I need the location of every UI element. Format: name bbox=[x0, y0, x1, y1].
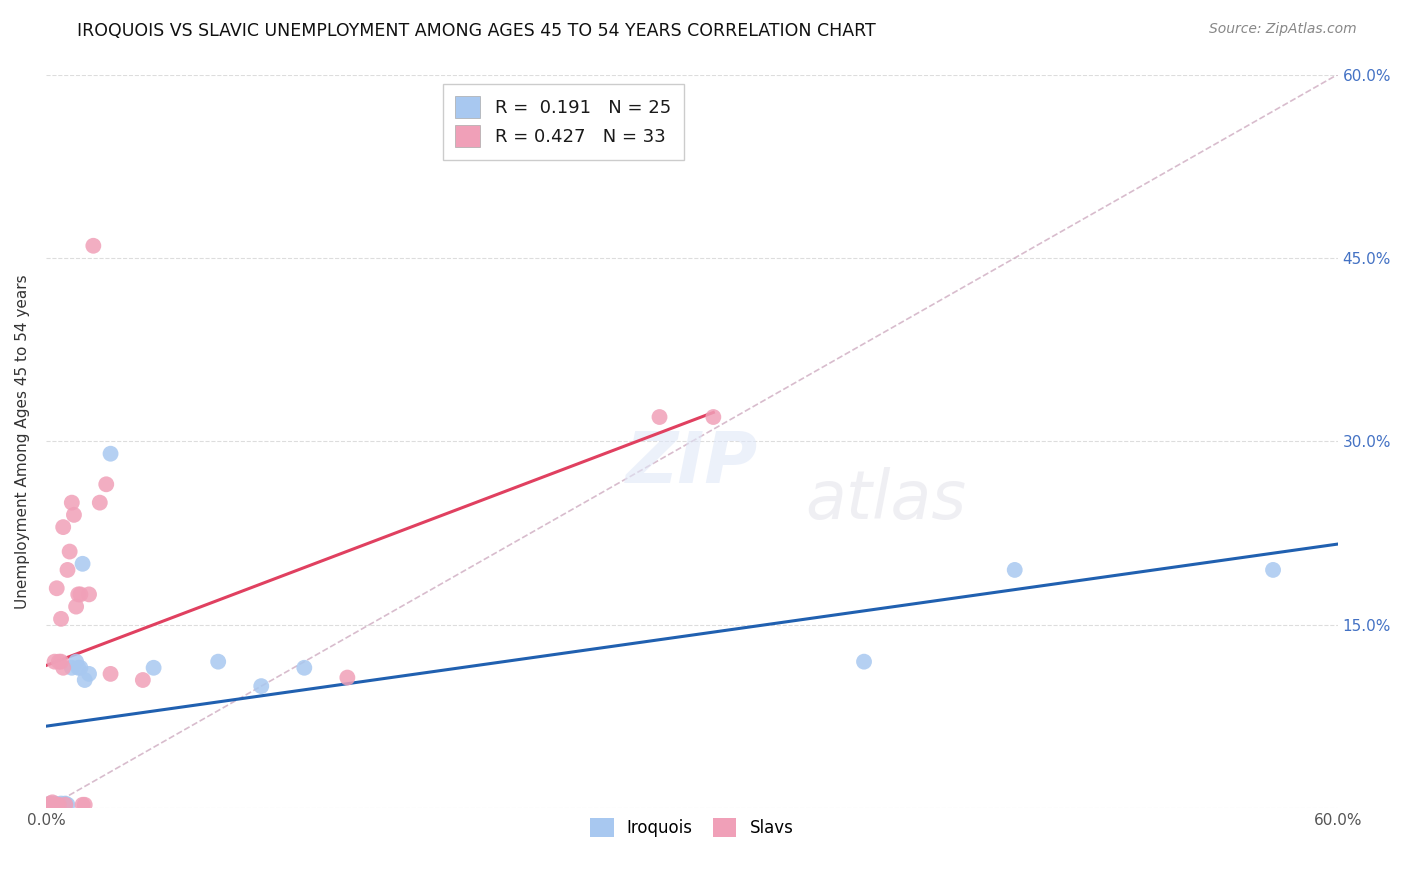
Point bbox=[41, 797, 63, 812]
Text: Source: ZipAtlas.com: Source: ZipAtlas.com bbox=[1209, 22, 1357, 37]
Point bbox=[60, 661, 83, 675]
Point bbox=[60, 495, 83, 509]
Legend: Iroquois, Slavs: Iroquois, Slavs bbox=[583, 812, 800, 844]
Point bbox=[100, 666, 122, 681]
Point bbox=[648, 410, 671, 425]
Point bbox=[73, 673, 96, 687]
Point bbox=[292, 661, 315, 675]
Point bbox=[59, 544, 82, 558]
Point bbox=[39, 797, 62, 811]
Point bbox=[52, 520, 75, 534]
Point bbox=[853, 655, 876, 669]
Point bbox=[82, 239, 104, 253]
Point bbox=[53, 797, 76, 812]
Point bbox=[89, 495, 111, 509]
Point bbox=[250, 679, 273, 693]
Point bbox=[44, 655, 66, 669]
Point bbox=[48, 797, 70, 812]
Point bbox=[63, 508, 86, 522]
Point bbox=[67, 587, 90, 601]
Point bbox=[69, 661, 91, 675]
Point bbox=[73, 797, 96, 812]
Point bbox=[67, 661, 90, 675]
Point bbox=[1004, 563, 1026, 577]
Point bbox=[44, 797, 66, 811]
Point bbox=[49, 655, 72, 669]
Point bbox=[37, 797, 59, 812]
Text: atlas: atlas bbox=[806, 467, 966, 533]
Point bbox=[336, 671, 359, 685]
Point bbox=[39, 797, 62, 811]
Point bbox=[41, 795, 63, 809]
Point bbox=[96, 477, 118, 491]
Point bbox=[69, 587, 91, 601]
Point bbox=[77, 666, 100, 681]
Point bbox=[49, 612, 72, 626]
Point bbox=[56, 797, 79, 812]
Point bbox=[37, 797, 59, 812]
Text: ZIP: ZIP bbox=[626, 429, 758, 498]
Point bbox=[72, 557, 94, 571]
Point bbox=[702, 410, 724, 425]
Y-axis label: Unemployment Among Ages 45 to 54 years: Unemployment Among Ages 45 to 54 years bbox=[15, 274, 30, 609]
Point bbox=[100, 447, 122, 461]
Point bbox=[77, 587, 100, 601]
Point bbox=[48, 655, 70, 669]
Point bbox=[45, 581, 67, 595]
Point bbox=[48, 797, 70, 812]
Point bbox=[142, 661, 165, 675]
Point bbox=[49, 797, 72, 811]
Point bbox=[53, 797, 76, 811]
Point bbox=[65, 599, 87, 614]
Point bbox=[39, 797, 62, 812]
Point bbox=[132, 673, 155, 687]
Point bbox=[56, 563, 79, 577]
Point bbox=[45, 797, 67, 812]
Point bbox=[207, 655, 229, 669]
Point bbox=[45, 797, 67, 812]
Point bbox=[52, 797, 75, 812]
Point bbox=[41, 797, 63, 812]
Point bbox=[72, 797, 94, 812]
Point bbox=[52, 661, 75, 675]
Point bbox=[1261, 563, 1284, 577]
Text: IROQUOIS VS SLAVIC UNEMPLOYMENT AMONG AGES 45 TO 54 YEARS CORRELATION CHART: IROQUOIS VS SLAVIC UNEMPLOYMENT AMONG AG… bbox=[77, 22, 876, 40]
Point bbox=[65, 655, 87, 669]
